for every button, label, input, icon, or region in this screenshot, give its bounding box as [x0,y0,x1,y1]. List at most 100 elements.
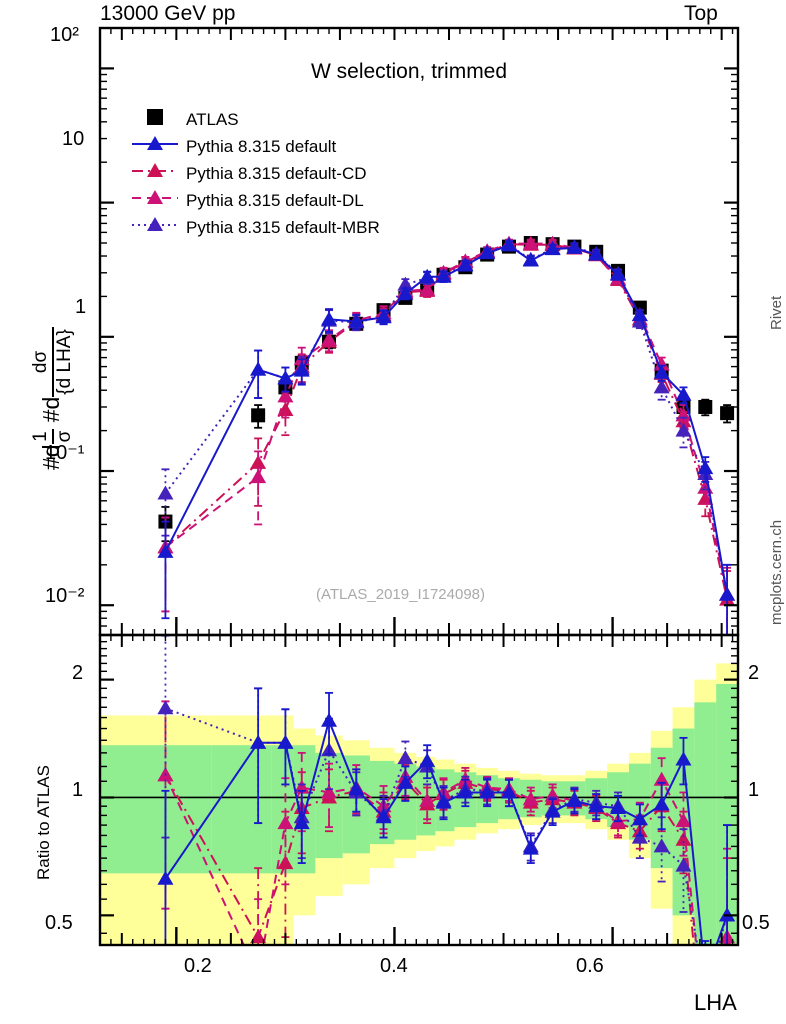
mcplots-reference-label: mcplots.cern.ch [arXiv:1306.3436] [768,507,786,625]
series-line-pythia-8-315-default-mbr [164,243,729,595]
legend-label-default-mbr: Pythia 8.315 default-MBR [186,218,380,237]
main-series-group [157,235,736,635]
ratio-ylabel: Ratio to ATLAS [34,765,53,880]
marker-triangle [500,784,517,799]
xtick-02: 0.2 [184,955,212,977]
marker-triangle [250,469,267,484]
marker-triangle [397,276,414,291]
marker-triangle [250,968,266,982]
legend-key-atlas-marker[interactable] [147,109,163,125]
marker-triangle [321,331,338,346]
marker-triangle [293,362,310,377]
marker-triangle [544,241,561,256]
marker-triangle [653,364,670,379]
legend-label-atlas: ATLAS [186,110,239,129]
xtick-04: 0.4 [380,955,408,977]
marker-triangle [435,794,452,809]
series-line-pythia-8-315-default-dl [164,774,729,945]
marker-triangle [675,386,692,401]
band-inner-block [271,745,294,874]
marker-triangle [277,401,294,416]
ratio-ytick-1-right: 1 [748,779,760,801]
marker-triangle [457,771,474,786]
rivet-version-label: Rivet 4.1.0, ≥ 2.2M events [768,292,786,330]
marker-triangle [157,700,174,715]
main-ytick-1e2: 10² [50,24,79,46]
band-inner-block [211,745,272,874]
marker-triangle [522,252,539,267]
band-inner-block [628,763,651,840]
marker-triangle [277,388,294,403]
marker-triangle [653,356,670,371]
marker-triangle [610,800,627,815]
marker-triangle [250,734,267,749]
marker-triangle [375,309,392,324]
series-line-pythia-8-315-default-cd [164,243,729,600]
marker-triangle [277,815,294,830]
marker-triangle [348,313,365,328]
marker-triangle [479,245,496,260]
ratio-panel-frame [98,633,740,947]
marker-triangle [157,485,174,500]
analysis-watermark: (ATLAS_2019_I1724098) [316,586,486,603]
legend-key-pythia-8-315-default-cd-marker[interactable] [147,163,163,177]
marker-triangle [610,266,627,281]
series-line-pythia-8-315-default-dl [164,242,729,595]
marker-triangle [631,829,648,844]
legend-label-default-dl: Pythia 8.315 default-DL [186,191,364,210]
legend-label-default-cd: Pythia 8.315 default-CD [186,164,367,183]
main-ytick-1: 1 [75,296,87,318]
plot-title: W selection, trimmed [311,60,508,83]
marker-triangle [500,237,517,252]
marker-triangle [321,712,338,727]
marker-triangle [419,281,436,296]
marker-triangle [631,307,648,322]
marker-triangle [653,838,670,853]
marker-triangle [397,285,414,300]
marker-triangle [653,796,670,811]
legend-label-default: Pythia 8.315 default [186,137,337,156]
marker-triangle [697,460,714,475]
marker-triangle [566,792,583,807]
marker-triangle [397,774,414,789]
band-inner-block [716,683,738,945]
marker-triangle [157,543,174,558]
ratio-ytick-2-right: 2 [748,662,760,684]
marker-triangle [321,784,338,799]
marker-triangle [277,370,294,385]
xaxis-label: LHA [694,990,737,1015]
ratio-ytick-05-right: 0.5 [742,912,770,934]
marker-square [720,406,735,421]
series-line-pythia-8-315-default [164,244,729,595]
legend-key-pythia-8-315-default-mbr-marker[interactable] [147,217,163,231]
marker-triangle [348,781,365,796]
marker-triangle [522,791,539,806]
header-right-label: Top [684,2,718,25]
marker-triangle [397,750,414,765]
marker-triangle [457,257,474,272]
marker-triangle [522,235,539,250]
marker-square [251,408,266,423]
marker-triangle [375,809,392,824]
header-left-label: 13000 GeV pp [100,2,236,25]
marker-triangle [544,803,561,818]
main-ytick-1e-1: 10⁻¹ [45,442,85,464]
marker-triangle [653,379,670,394]
band-inner-block [694,702,717,945]
marker-triangle [419,752,436,767]
marker-triangle [250,361,267,376]
marker-triangle [157,870,174,885]
marker-triangle [293,815,310,830]
main-ytick-1e-2: 10⁻² [45,585,85,607]
ratio-ytick-2-left: 2 [72,662,84,684]
legend-key-pythia-8-315-default-dl-marker[interactable] [147,190,163,204]
marker-triangle [522,840,539,855]
marker-triangle [419,792,436,807]
legend-key-pythia-8-315-default-marker[interactable] [147,136,163,150]
marker-triangle [321,311,338,326]
marker-triangle [631,811,648,826]
ratio-series-group [157,635,736,982]
band-inner-block [100,745,212,874]
